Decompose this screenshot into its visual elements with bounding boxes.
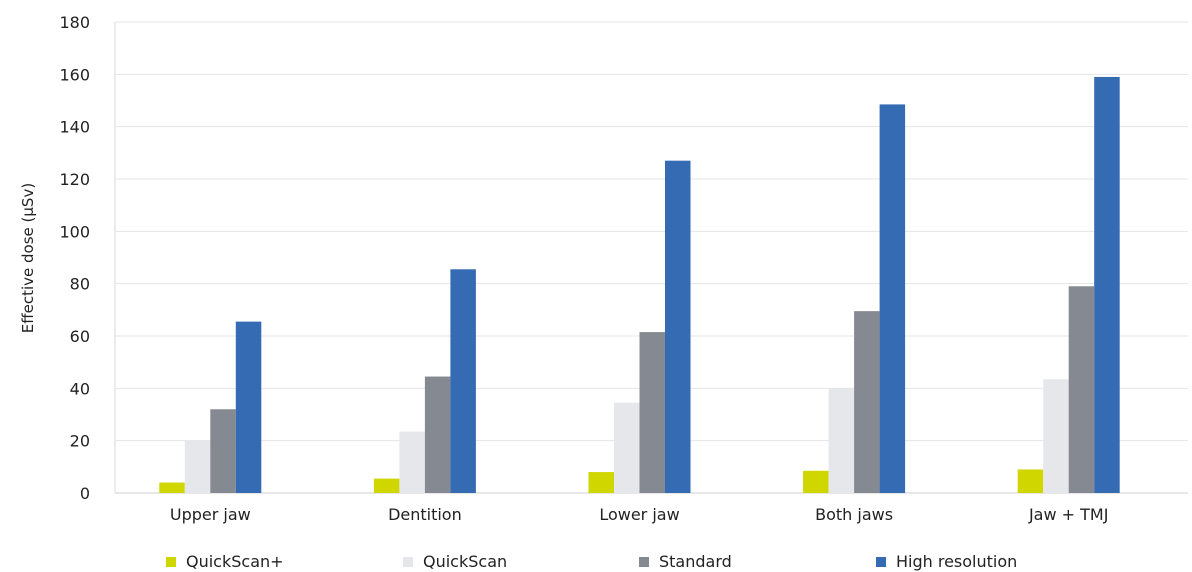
bar-chart: 0 20 40 60 80 100 120 140 160 180 Upper jaw Dentit…: [19, 13, 1188, 524]
bar: [614, 402, 640, 493]
y-tick-label: 40: [70, 379, 90, 398]
y-tick-label: 20: [70, 432, 90, 451]
y-tick-label: 80: [70, 275, 90, 294]
bar: [879, 104, 906, 494]
legend-swatch: [166, 556, 176, 567]
bar: [1017, 469, 1044, 493]
y-tick-label: 60: [70, 327, 90, 346]
x-tick-label: Both jaws: [815, 505, 893, 524]
bar: [828, 388, 855, 493]
bar: [159, 482, 185, 493]
legend-item: QuickScan+: [166, 552, 284, 571]
x-tick-label: Upper jaw: [170, 505, 251, 524]
bar: [1068, 286, 1095, 493]
y-tick-label: 160: [59, 65, 90, 84]
bar: [854, 311, 880, 493]
bar: [373, 478, 400, 493]
y-axis-ticks: 0 20 40 60 80 100 120 140 160 180: [59, 13, 90, 503]
bar: [399, 431, 425, 493]
bar: [450, 269, 476, 493]
bar: [1094, 76, 1120, 493]
legend-swatch: [876, 556, 886, 567]
bar: [184, 440, 211, 493]
legend-item: Standard: [639, 552, 732, 571]
legend-label: Standard: [659, 552, 732, 571]
y-tick-label: 180: [59, 13, 90, 32]
y-tick-label: 140: [59, 118, 90, 137]
y-tick-label: 120: [59, 170, 90, 189]
x-axis-labels: Upper jaw Dentition Lower jaw Both jaws Jaw …: [170, 505, 1109, 524]
bar: [639, 332, 665, 493]
legend-swatch: [639, 556, 649, 567]
legend-label: QuickScan: [423, 552, 508, 571]
y-axis-label: Effective dose (μSv): [19, 183, 37, 333]
legend-item: QuickScan: [403, 552, 507, 571]
legend-swatch: [403, 556, 413, 567]
bars: [159, 76, 1120, 494]
x-tick-label: Dentition: [388, 505, 462, 524]
bar: [210, 409, 236, 493]
legend-label: QuickScan+: [186, 552, 284, 571]
bar: [424, 376, 451, 493]
bar: [665, 160, 691, 493]
legend-label: High resolution: [896, 552, 1018, 571]
bar: [1043, 379, 1069, 493]
x-tick-label: Jaw + TMJ: [1028, 505, 1108, 524]
legend: QuickScan+ QuickScan Standard High resoluti…: [0, 552, 1192, 572]
bar: [588, 472, 614, 493]
legend-item: High resolution: [876, 552, 1017, 571]
y-tick-label: 0: [80, 484, 90, 503]
y-tick-label: 100: [59, 222, 90, 241]
bar: [803, 470, 829, 493]
x-tick-label: Lower jaw: [599, 505, 679, 524]
bar: [235, 321, 262, 493]
